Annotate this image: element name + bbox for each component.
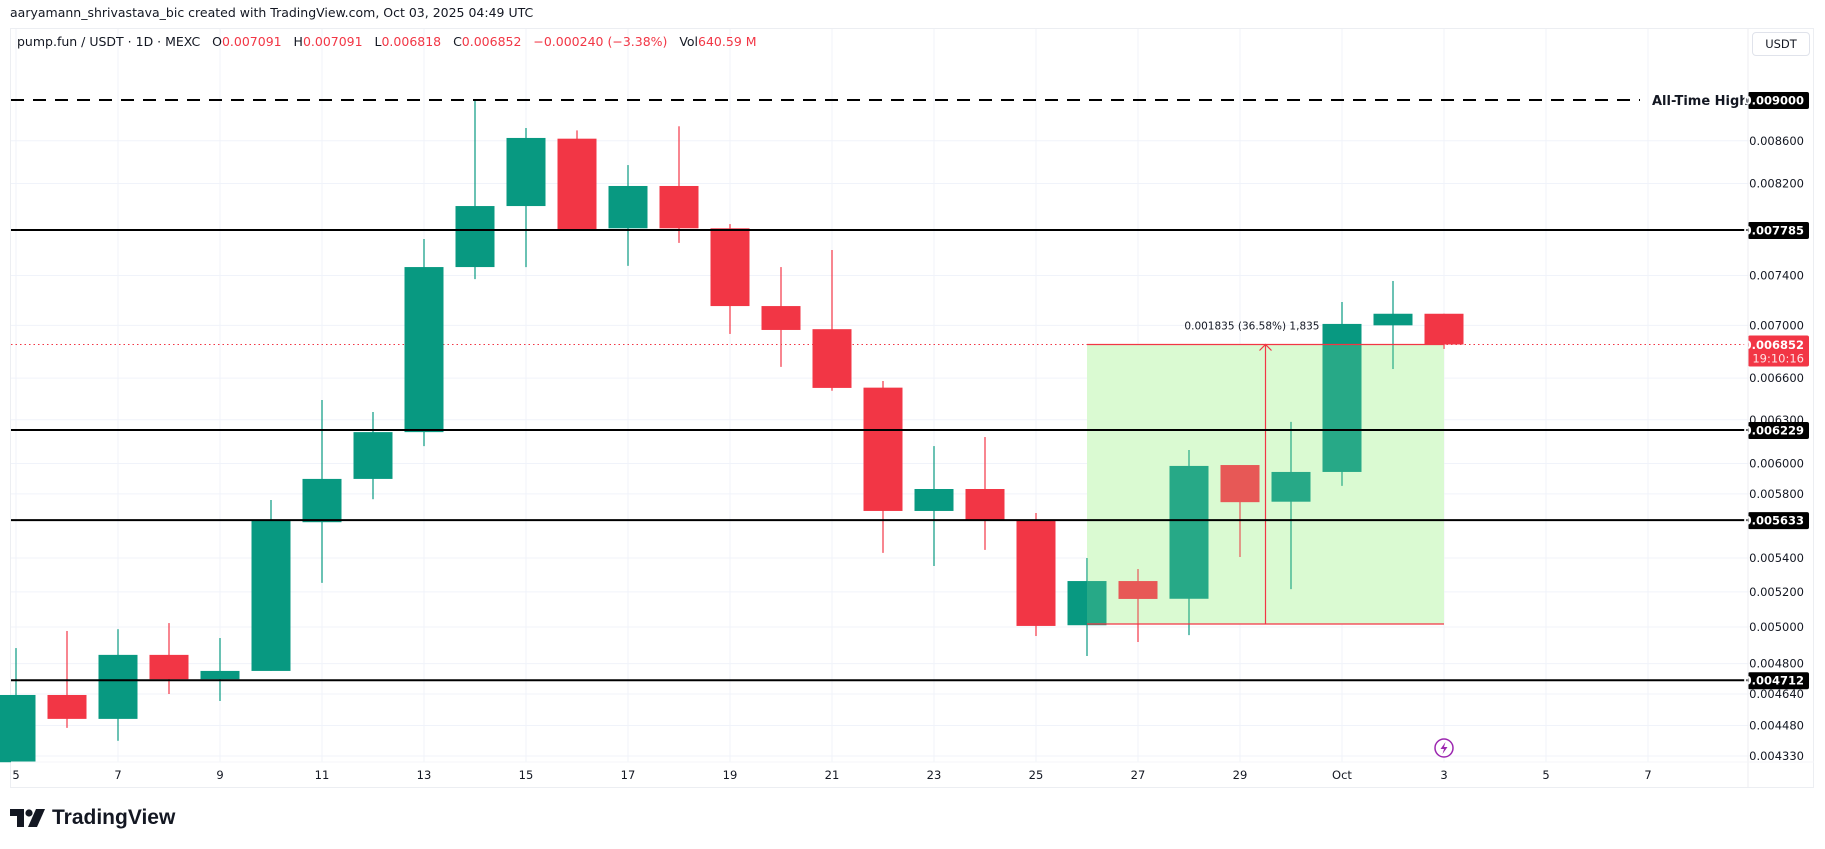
candle-up[interactable]: [608, 185, 648, 229]
time-axis-label: 7: [114, 768, 121, 782]
price-axis-label: 0.006600: [1749, 371, 1804, 385]
candle-up[interactable]: [404, 267, 444, 433]
candle-up[interactable]: [200, 670, 240, 680]
volume-value: 640.59 M: [698, 34, 757, 49]
price-range-label: 0.001835 (36.58%) 1,835: [1184, 320, 1319, 332]
candle-up[interactable]: [1067, 581, 1107, 626]
price-axis-label: 0.004640: [1749, 687, 1804, 701]
price-level-badge-text: 0.009000: [1744, 94, 1804, 108]
candle-up[interactable]: [0, 694, 36, 763]
level-label: All-Time High: [1652, 94, 1749, 109]
candle-down[interactable]: [1118, 581, 1158, 599]
arrow-head-icon: [1259, 343, 1272, 351]
candle-down[interactable]: [965, 489, 1005, 521]
time-axis-label: 21: [825, 768, 840, 782]
candle-down[interactable]: [1220, 465, 1260, 503]
price-axis-label: 0.007400: [1749, 269, 1804, 283]
candle-up[interactable]: [302, 478, 342, 523]
candle-down[interactable]: [47, 694, 87, 719]
time-axis-label: 5: [12, 768, 19, 782]
logo-text: TradingView: [52, 806, 176, 829]
time-axis-label: 15: [519, 768, 534, 782]
price-axis-label: 0.007000: [1749, 318, 1804, 332]
price-level-badge-text: 0.006229: [1744, 423, 1804, 437]
chart-pane[interactable]: [10, 28, 1814, 788]
price-level-badge: [1748, 92, 1809, 109]
candle-up[interactable]: [1169, 465, 1209, 599]
close-value: 0.006852: [461, 34, 522, 49]
candle-up[interactable]: [1373, 313, 1413, 326]
tradingview-logo: TradingView: [10, 806, 175, 830]
price-axis-label: 0.004480: [1749, 718, 1804, 732]
price-level-badge: [1748, 512, 1809, 530]
price-level-badge: [1748, 672, 1809, 690]
time-axis-label: 9: [216, 768, 223, 782]
candle-down[interactable]: [1424, 313, 1464, 345]
chart-credit: aaryamann_shrivastava_bic created with T…: [10, 5, 534, 20]
time-axis-label: 5: [1542, 768, 1549, 782]
candle-down[interactable]: [149, 654, 189, 680]
price-axis-label: 0.008600: [1749, 134, 1804, 148]
candle-up[interactable]: [98, 654, 138, 719]
price-axis-label: 0.005000: [1749, 620, 1804, 634]
candle-down[interactable]: [659, 185, 699, 229]
symbol-legend: pump.fun / USDT · 1D · MEXC O0.007091 H0…: [17, 34, 757, 49]
candle-up[interactable]: [914, 489, 954, 511]
price-axis-label: 0.005200: [1749, 585, 1804, 599]
open-label: O: [212, 34, 222, 49]
time-axis-label: 27: [1131, 768, 1146, 782]
candle-up[interactable]: [506, 137, 546, 207]
candle-down[interactable]: [557, 138, 597, 229]
candle-down[interactable]: [761, 306, 801, 330]
price-level-badge-text: 0.007785: [1744, 224, 1804, 238]
high-value: 0.007091: [302, 34, 363, 49]
close-label: C: [453, 34, 462, 49]
candle-up[interactable]: [353, 432, 393, 479]
time-axis-label: Oct: [1332, 768, 1352, 782]
price-axis-label: 0.006000: [1749, 457, 1804, 471]
low-value: 0.006818: [381, 34, 442, 49]
candle-up[interactable]: [1322, 323, 1362, 472]
currency-button[interactable]: USDT: [1752, 32, 1810, 56]
symbol-info[interactable]: pump.fun / USDT · 1D · MEXC: [17, 34, 201, 49]
candle-up[interactable]: [455, 206, 495, 268]
candle-down[interactable]: [863, 387, 903, 511]
time-axis-label: 11: [315, 768, 330, 782]
last-price-badge-text: 0.006852: [1744, 338, 1804, 352]
price-level-badge-text: 0.005633: [1744, 514, 1804, 528]
lightning-icon: [1440, 742, 1448, 754]
price-level-badge-text: 0.004712: [1744, 674, 1804, 688]
change-value: −0.000240 (−3.38%): [533, 34, 668, 49]
candle-down[interactable]: [1016, 520, 1056, 626]
time-axis-label: 7: [1644, 768, 1651, 782]
price-axis-label: 0.004800: [1749, 657, 1804, 671]
low-label: L: [374, 34, 382, 49]
price-axis-label: 0.008200: [1749, 176, 1804, 190]
volume-label: Vol: [679, 34, 699, 49]
countdown-text: 19:10:16: [1752, 351, 1804, 365]
time-axis-label: 29: [1233, 768, 1248, 782]
time-axis-label: 3: [1440, 768, 1447, 782]
open-value: 0.007091: [221, 34, 282, 49]
price-level-badge: [1748, 222, 1809, 240]
time-axis-label: 17: [621, 768, 636, 782]
candle-down[interactable]: [710, 228, 750, 307]
price-axis-label: 0.005800: [1749, 487, 1804, 501]
high-label: H: [293, 34, 303, 49]
time-axis-label: 23: [927, 768, 942, 782]
time-axis-label: 13: [417, 768, 432, 782]
price-axis-label: 0.004330: [1749, 749, 1804, 763]
price-axis-label: 0.005400: [1749, 551, 1804, 565]
candle-up[interactable]: [251, 520, 291, 671]
candle-up[interactable]: [1271, 471, 1311, 502]
tradingview-logo-icon: [10, 809, 45, 827]
time-axis-label: 25: [1029, 768, 1044, 782]
time-axis-label: 19: [723, 768, 738, 782]
last-price-badge: [1748, 335, 1809, 367]
price-level-badge: [1748, 421, 1809, 439]
candle-down[interactable]: [812, 329, 852, 388]
